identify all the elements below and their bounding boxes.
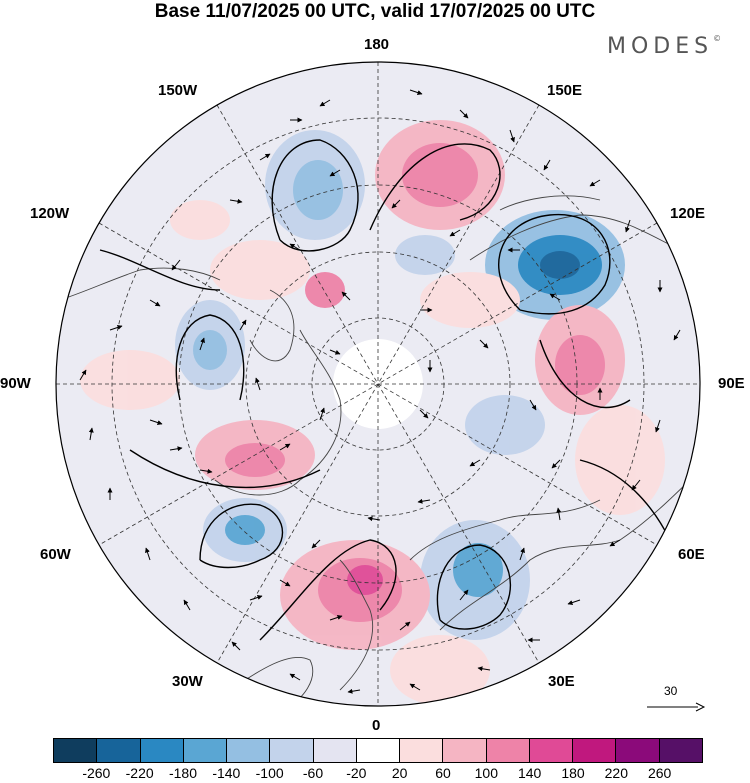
colorbar-tick-label: 20	[391, 765, 408, 781]
anomaly-high-bering-core	[402, 143, 478, 207]
vector-scale-arrow	[647, 702, 706, 712]
lon-label-180: 180	[364, 36, 390, 53]
lon-label-0: 0	[372, 717, 381, 734]
anomaly-low-canada-core	[193, 330, 227, 370]
anomaly-low-east-siberia-center	[540, 251, 580, 279]
anomaly-low-siberia	[465, 395, 545, 455]
lon-label-120e: 120E	[670, 205, 706, 222]
colorbar-tick-label: 100	[474, 765, 499, 781]
anomaly-high-central-siberia-core	[555, 335, 605, 395]
lon-label-90w: 90W	[0, 375, 31, 392]
colorbar-tick-label: -100	[255, 765, 284, 781]
anomaly-high-alaska-south	[170, 200, 230, 240]
colorbar-tick-label: 220	[604, 765, 629, 781]
colorbar-tick-label: -140	[212, 765, 241, 781]
colorbar	[53, 738, 703, 763]
lon-label-150e: 150E	[547, 82, 583, 99]
coastlines	[59, 195, 700, 706]
lon-label-30e: 30E	[548, 673, 575, 690]
colorbar-segment	[659, 739, 702, 762]
map-border	[55, 61, 701, 707]
colorbar-tick-label: 180	[561, 765, 585, 781]
colorbar-segment	[97, 739, 141, 762]
colorbar-segment	[54, 739, 98, 762]
anomaly-low-pole	[395, 235, 455, 275]
logo-mark: ©	[713, 34, 722, 43]
colorbar-segment	[227, 739, 271, 762]
lon-label-150w: 150W	[158, 82, 198, 99]
lon-label-90e: 90E	[718, 375, 745, 392]
wind-vectors	[79, 89, 681, 694]
colorbar-segment	[573, 739, 617, 762]
lon-label-60w: 60W	[40, 546, 71, 563]
colorbar-ticks: -260 -220 -180 -140 -100 -60 -20 20 60 100 140 180 2…	[53, 764, 703, 782]
anomaly-high-asia-south	[575, 405, 665, 515]
lon-label-120w: 120W	[30, 205, 70, 222]
colorbar-segment	[140, 739, 184, 762]
vector-scale-label: 30	[664, 684, 678, 698]
anomaly-low-alaska-core	[293, 160, 343, 220]
colorbar-segment	[616, 739, 660, 762]
anomaly-low-atlantic-core	[225, 515, 265, 545]
graticule	[56, 62, 700, 706]
lon-label-30w: 30W	[172, 673, 203, 690]
anomaly-high-canada-west	[305, 272, 345, 308]
colorbar-tick-label: -260	[82, 765, 111, 781]
anomaly-high-greenland-core	[225, 443, 285, 477]
colorbar-segment	[183, 739, 228, 762]
anomaly-high-atlantic-south	[390, 635, 490, 705]
colorbar-segment	[486, 739, 530, 762]
colorbar-tick-label: -20	[346, 765, 367, 781]
polar-map	[55, 61, 701, 707]
colorbar-segment	[529, 739, 574, 762]
colorbar-tick-label: -180	[168, 765, 198, 781]
modes-logo: MODES©	[607, 34, 721, 59]
colorbar-tick-label: -60	[302, 765, 324, 781]
colorbar-tick-label: 60	[435, 765, 451, 781]
anomaly-high-west-pacific	[80, 350, 180, 410]
colorbar-segment	[356, 739, 401, 762]
logo-text: MODES	[607, 34, 714, 59]
anomaly-fields	[80, 120, 665, 705]
map-title: Base 11/07/2025 00 UTC, valid 17/07/2025…	[154, 1, 596, 22]
colorbar-tick-label: 260	[647, 765, 672, 781]
colorbar-tick-label: -220	[125, 765, 154, 781]
colorbar-segment	[313, 739, 357, 762]
colorbar-segment	[270, 739, 314, 762]
anomaly-high-canada-west-halo	[210, 240, 310, 300]
anomaly-high-kara	[420, 272, 520, 328]
lon-label-60e: 60E	[678, 546, 705, 563]
colorbar-segment	[400, 739, 444, 762]
colorbar-segment	[443, 739, 487, 762]
anomaly-low-scandinavia-core	[453, 543, 503, 597]
colorbar-tick-label: 140	[517, 765, 542, 781]
anomaly-high-europe-center	[347, 565, 383, 595]
